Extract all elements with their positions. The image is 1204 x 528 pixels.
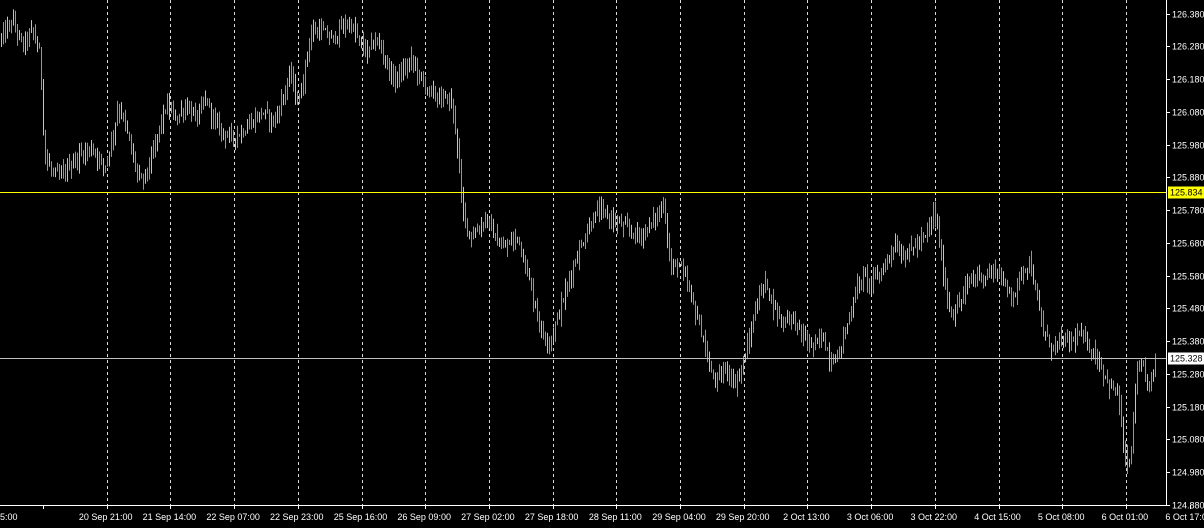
- time-axis-label: 4 Oct 15:00: [974, 512, 1021, 522]
- time-axis-label: 27 Sep 02:00: [461, 512, 515, 522]
- price-axis-label: 125.480: [1172, 304, 1204, 314]
- price-axis-label: 125.680: [1172, 239, 1204, 249]
- ask-price-tag: [1168, 352, 1204, 365]
- time-axis-label: 3 Oct 22:00: [911, 512, 958, 522]
- time-axis-label: 5 Oct 08:00: [1038, 512, 1085, 522]
- time-axis-label: 21 Sep 14:00: [143, 512, 197, 522]
- price-axis-label: 125.880: [1172, 173, 1204, 183]
- time-axis-label: 6 Oct 01:00: [1102, 512, 1149, 522]
- price-axis-label: 125.180: [1172, 403, 1204, 413]
- time-axis-label: 3 Oct 06:00: [847, 512, 894, 522]
- price-axis-label: 126.280: [1172, 42, 1204, 52]
- price-lines: [0, 192, 1166, 359]
- time-axis-label: 29 Sep 20:00: [716, 512, 770, 522]
- time-axis-label: 26 Sep 09:00: [397, 512, 451, 522]
- time-axis-label: 22 Sep 23:00: [270, 512, 324, 522]
- time-axis-label: 22 Sep 07:00: [206, 512, 260, 522]
- time-axis-label: 20 Sep 21:00: [79, 512, 133, 522]
- time-axis-label: 2 Oct 13:00: [783, 512, 830, 522]
- price-axis-label: 125.580: [1172, 272, 1204, 282]
- price-axis-label: 124.880: [1172, 501, 1204, 511]
- ask-price-label: 125.328: [1170, 354, 1203, 364]
- price-axis-label: 126.380: [1172, 10, 1204, 20]
- time-axis-label: 29 Sep 04:00: [652, 512, 706, 522]
- bid-price-tag: [1168, 186, 1204, 199]
- bid-price-label: 125.834: [1170, 188, 1203, 198]
- price-axis-label: 124.980: [1172, 468, 1204, 478]
- candle-series[interactable]: [1, 9, 1156, 474]
- price-axis-label: 125.080: [1172, 435, 1204, 445]
- price-axis-label: 125.980: [1172, 141, 1204, 151]
- time-axis-label: 19 Sep 05:00: [0, 512, 18, 522]
- price-axis-label: 125.780: [1172, 206, 1204, 216]
- time-axis-label: 6 Oct 17:00: [1165, 512, 1204, 522]
- price-axis-label: 125.380: [1172, 337, 1204, 347]
- time-axis-label: 25 Sep 16:00: [334, 512, 388, 522]
- price-axis-label: 125.280: [1172, 370, 1204, 380]
- price-axis-label: 126.180: [1172, 75, 1204, 85]
- time-axis-label: 28 Sep 11:00: [589, 512, 642, 522]
- price-axis-label: 126.080: [1172, 108, 1204, 118]
- time-axis-label: 27 Sep 18:00: [525, 512, 579, 522]
